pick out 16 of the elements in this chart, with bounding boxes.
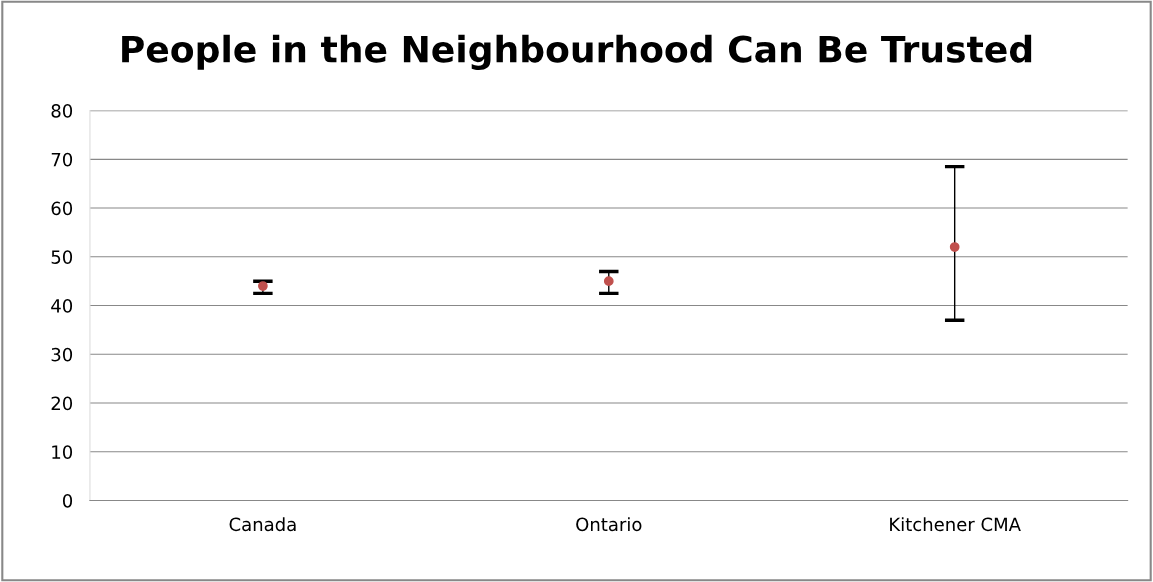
point bbox=[603, 276, 614, 287]
point bbox=[258, 281, 268, 291]
chart-title: People in the Neighbourhood Can Be Trusted bbox=[122, 34, 1032, 70]
y-tick-label: 50 bbox=[51, 250, 73, 264]
y-tick-label: 70 bbox=[51, 152, 73, 167]
x-tick-label: Kitchener CMA bbox=[890, 517, 1021, 532]
y-tick-label: 60 bbox=[51, 201, 73, 216]
y-tick-label: 20 bbox=[51, 396, 73, 411]
x-tick-label: Ontario bbox=[576, 517, 642, 532]
y-tick-label: 40 bbox=[51, 299, 73, 313]
y-tick-label: 30 bbox=[51, 347, 73, 362]
y-tick-label: 0 bbox=[62, 493, 73, 508]
x-tick-label: Canada bbox=[229, 517, 296, 532]
point bbox=[949, 242, 960, 252]
y-tick-label: 10 bbox=[52, 445, 73, 459]
y-tick-label: 80 bbox=[51, 104, 73, 118]
